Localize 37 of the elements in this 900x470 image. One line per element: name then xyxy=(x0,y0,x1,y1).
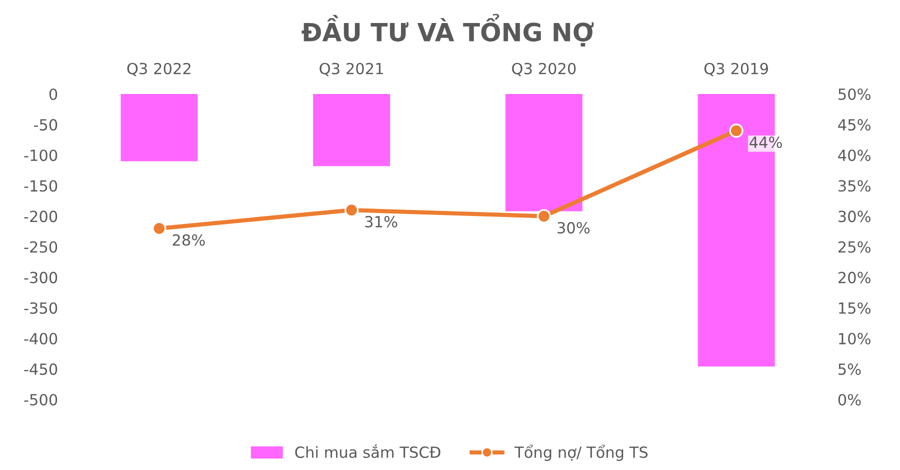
y2-tick-label: 10% xyxy=(839,332,870,344)
point xyxy=(729,124,744,138)
y2-tick-label: 40% xyxy=(838,150,870,162)
data-label: 44% xyxy=(750,136,782,148)
y-tick-label: -350 xyxy=(24,302,58,314)
y2-tick-label: 0% xyxy=(838,394,861,406)
legend-label: Chi mua sắm TSCĐ xyxy=(295,444,440,458)
y2-tick-label: 15% xyxy=(839,302,870,314)
y2-tick-label: 25% xyxy=(838,241,870,253)
y2-tick-label: 20% xyxy=(838,272,870,284)
y2-tick-label: 30% xyxy=(838,210,870,222)
y-tick-label: -200 xyxy=(24,210,58,222)
data-label: 28% xyxy=(172,234,205,246)
y2-tick-label: 5% xyxy=(838,363,861,375)
point xyxy=(152,221,166,236)
y-tick-label: -300 xyxy=(24,272,58,284)
legend-label: Tổng nợ/ Tổng TS xyxy=(514,444,648,461)
data-label: 30% xyxy=(558,222,590,234)
x-tick-label: Q3 2019 xyxy=(704,62,768,76)
x-tick-label: Q3 2022 xyxy=(127,62,190,76)
y-tick-label: -250 xyxy=(24,241,58,253)
y-tick-label: 0 xyxy=(49,88,58,100)
y-tick-label: -500 xyxy=(24,394,58,406)
point xyxy=(536,209,552,224)
y-tick-label: -400 xyxy=(24,332,58,344)
y-tick-label: -100 xyxy=(24,150,58,162)
data-label: 31% xyxy=(365,216,398,228)
y-tick-label: -450 xyxy=(24,363,58,375)
y2-tick-label: 50% xyxy=(838,88,870,100)
x-tick-label: Q3 2020 xyxy=(512,62,576,76)
y2-tick-label: 45% xyxy=(838,119,870,131)
point xyxy=(344,203,359,218)
y2-tick-label: 35% xyxy=(838,180,870,192)
y-tick-label: -50 xyxy=(34,119,58,131)
x-tick-label: Q3 2021 xyxy=(320,62,383,76)
y-tick-label: -150 xyxy=(24,180,58,192)
chart-title: ĐẦU TƯ VÀ TỔNG NỢ xyxy=(302,14,594,47)
